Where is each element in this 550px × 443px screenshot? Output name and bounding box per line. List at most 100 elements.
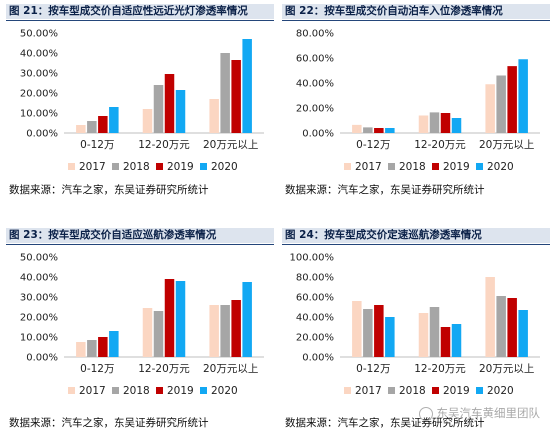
source-note: 数据来源：汽车之家，东吴证券研究所统计 <box>285 417 485 429</box>
title-underline <box>282 20 550 21</box>
bar <box>76 125 86 133</box>
bar <box>164 279 175 357</box>
bar <box>451 118 462 133</box>
y-tick-label: 10.00% <box>20 333 58 344</box>
legend-swatch <box>112 163 119 170</box>
legend-swatch <box>156 163 163 170</box>
y-tick-label: 20.00% <box>296 104 334 115</box>
y-tick-label: 30.00% <box>20 69 58 80</box>
bar-chart: 0.00% 20.00% 40.00% 60.00% 80.00% 100.00% 0-12… <box>290 253 540 397</box>
x-tick-label: 20万元以上 <box>479 139 534 151</box>
bar-chart: 0.00% 10.00% 20.00% 30.00% 40.00% 50.00% 0-12万… <box>20 29 264 173</box>
legend-swatch <box>200 387 207 394</box>
x-tick-label: 0-12万 <box>356 363 390 375</box>
title-underline <box>282 244 550 245</box>
bar <box>98 337 108 357</box>
legend-label: 2017 <box>355 385 382 397</box>
legend-label: 2020 <box>211 385 238 397</box>
bar <box>87 121 97 133</box>
y-tick-label: 60.00% <box>296 293 334 304</box>
bar <box>374 305 384 357</box>
figure-panel-23: 图 23：按车型成交价自适应巡航渗透率情况 0.00% 10.00% 20.00% 3… <box>6 228 274 443</box>
legend-swatch <box>476 163 483 170</box>
bar <box>518 310 528 357</box>
x-tick-label: 0-12万 <box>80 139 114 151</box>
x-tick-label: 0-12万 <box>80 363 114 375</box>
watermark: 东吴汽车黄细里团队 <box>418 405 541 421</box>
bar <box>496 75 506 133</box>
bar <box>451 324 462 357</box>
bar <box>507 66 517 133</box>
bar <box>385 128 395 133</box>
figure-panel-24: 图 24：按车型成交价定速巡航渗透率情况 0.00% 20.00% 40.00% 60… <box>282 228 550 443</box>
legend-label: 2018 <box>123 385 150 397</box>
bar <box>220 53 230 133</box>
legend-label: 2019 <box>167 161 194 173</box>
bar <box>231 60 241 133</box>
bar <box>209 99 219 133</box>
y-tick-label: 40.00% <box>20 273 58 284</box>
figure-title: 图 23：按车型成交价自适应巡航渗透率情况 <box>6 228 274 243</box>
legend-swatch <box>388 387 395 394</box>
wechat-icon <box>418 406 433 421</box>
bar <box>418 115 429 133</box>
legend-label: 2020 <box>487 161 514 173</box>
bar <box>175 281 186 357</box>
y-tick-label: 0.00% <box>26 353 58 364</box>
bar <box>153 85 164 133</box>
x-tick-label: 12-20万元 <box>138 363 190 375</box>
bar-chart: 0.00% 10.00% 20.00% 30.00% 40.00% 50.00% 0-12万… <box>20 253 264 397</box>
legend-label: 2017 <box>79 385 106 397</box>
x-tick-label: 12-20万元 <box>414 363 466 375</box>
bar <box>153 311 164 357</box>
y-tick-label: 50.00% <box>20 29 58 40</box>
watermark-text: 东吴汽车黄细里团队 <box>436 406 541 420</box>
x-tick-label: 20万元以上 <box>479 363 534 375</box>
bar <box>363 309 373 357</box>
bar <box>507 298 517 357</box>
bar <box>374 128 384 133</box>
legend-swatch <box>156 387 163 394</box>
bar <box>485 84 495 133</box>
legend-label: 2020 <box>487 385 514 397</box>
bar <box>87 340 97 357</box>
legend-swatch <box>432 387 439 394</box>
title-underline <box>6 244 274 245</box>
bar <box>109 331 119 357</box>
bar <box>518 59 528 133</box>
bar <box>385 317 395 357</box>
y-tick-label: 0.00% <box>302 353 334 364</box>
source-note: 数据来源：汽车之家，东吴证券研究所统计 <box>9 417 209 429</box>
bar <box>164 74 175 133</box>
bar <box>142 308 153 357</box>
bar <box>418 313 429 357</box>
y-tick-label: 0.00% <box>26 129 58 140</box>
bar <box>496 296 506 357</box>
legend-label: 2019 <box>167 385 194 397</box>
bar <box>175 90 186 133</box>
figure-title: 图 24：按车型成交价定速巡航渗透率情况 <box>282 228 550 243</box>
bar <box>142 109 153 133</box>
legend-label: 2020 <box>211 161 238 173</box>
bar <box>231 300 241 357</box>
bar <box>440 113 451 133</box>
bar <box>242 39 252 133</box>
y-tick-label: 10.00% <box>20 109 58 120</box>
source-note: 数据来源：汽车之家，东吴证券研究所统计 <box>9 184 209 196</box>
y-tick-label: 40.00% <box>296 313 334 324</box>
y-tick-label: 80.00% <box>296 273 334 284</box>
bar <box>209 305 219 357</box>
bar <box>429 307 440 357</box>
bar <box>109 107 119 133</box>
legend-swatch <box>68 387 75 394</box>
y-tick-label: 0.00% <box>302 129 334 140</box>
x-tick-label: 0-12万 <box>356 139 390 151</box>
y-tick-label: 80.00% <box>296 29 334 40</box>
figure-title: 图 22：按车型成交价自动泊车入位渗透率情况 <box>282 4 550 19</box>
figure-panel-21: 图 21：按车型成交价自适应性远近光灯渗透率情况 0.00% 10.00% 20.0… <box>6 4 274 219</box>
bar <box>220 305 230 357</box>
legend-label: 2017 <box>79 161 106 173</box>
bar <box>485 277 495 357</box>
legend-label: 2018 <box>399 385 426 397</box>
legend-swatch <box>476 387 483 394</box>
